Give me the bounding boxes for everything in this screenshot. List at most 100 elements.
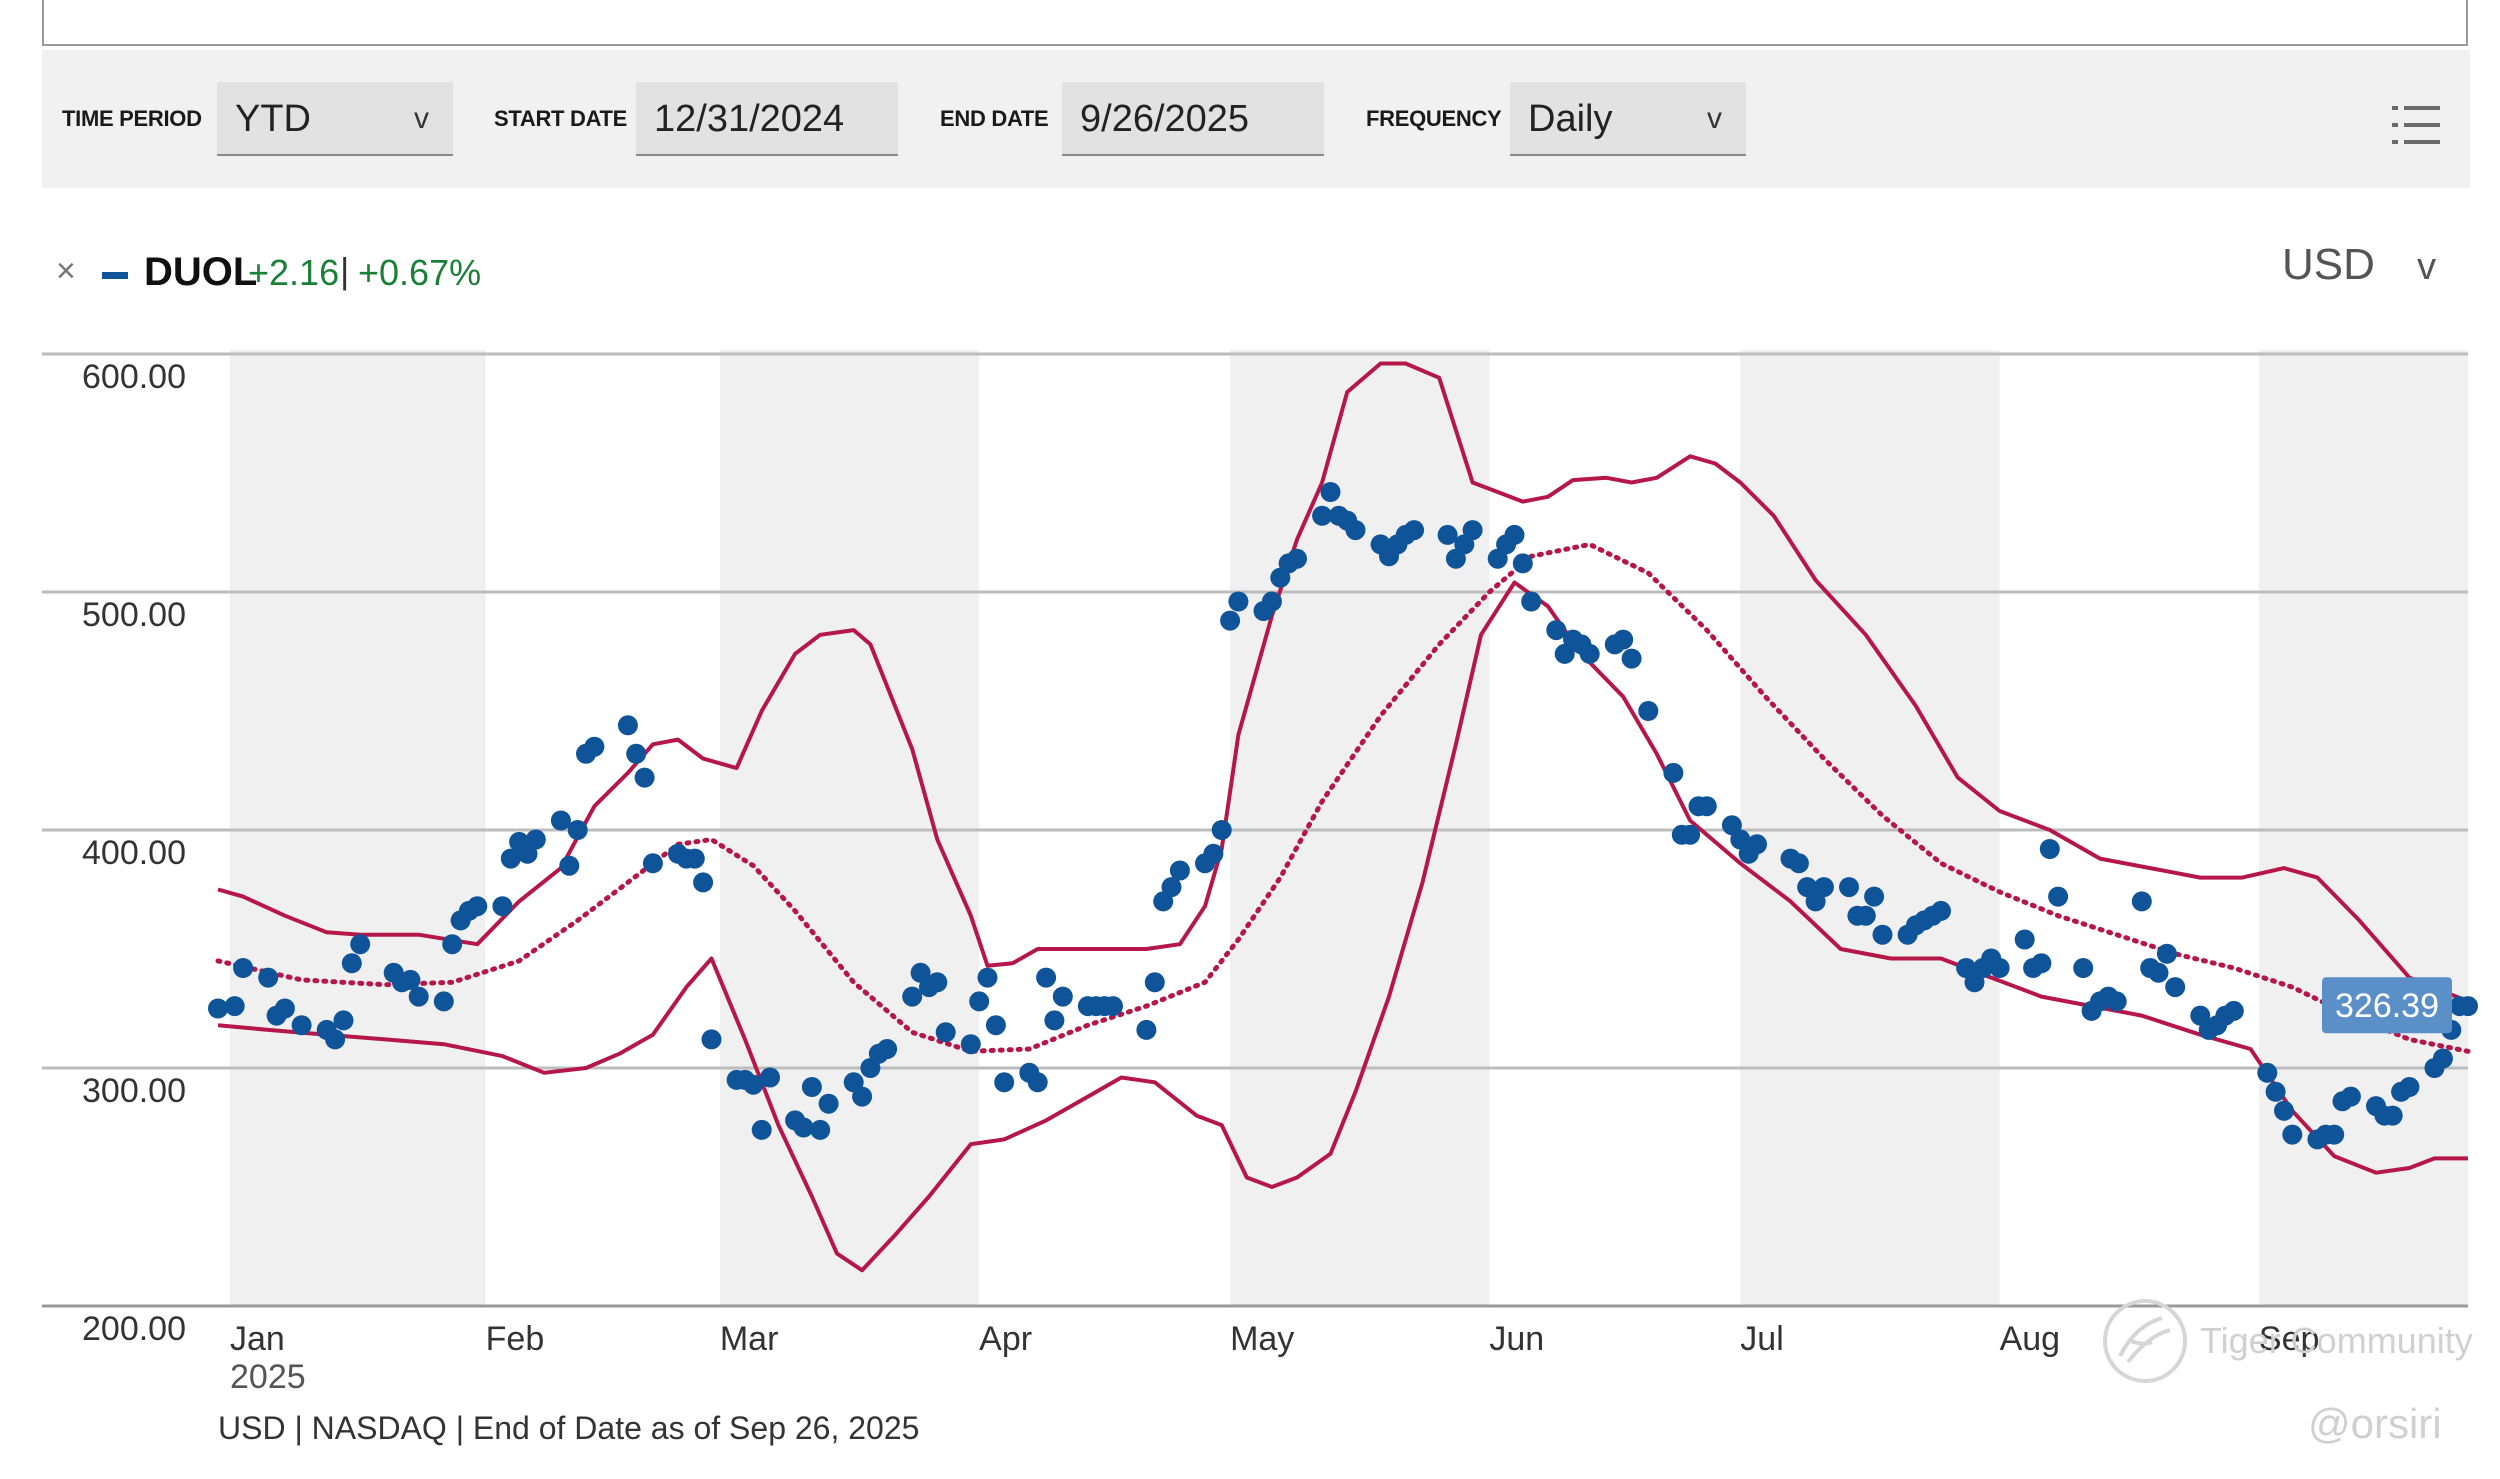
remove-series-button[interactable]: × [56,252,76,290]
price-dot [1203,843,1224,864]
price-dot [1872,924,1893,945]
price-dot [2340,1086,2361,1107]
price-dot [2324,1124,2345,1145]
price-dot [1345,520,1366,541]
x-tick-label: May [1230,1320,1294,1358]
price-dot [2282,1124,2303,1145]
price-dot [1144,972,1165,993]
chevron-down-icon: v [414,102,429,135]
price-dot [760,1067,780,1088]
price-dot [2382,1105,2403,1126]
price-dot [2131,891,2152,912]
price-dot [2257,1062,2278,1083]
price-dot [408,986,429,1007]
price-dot [2031,953,2052,974]
price-dot [684,848,705,869]
middle-band-line [215,541,2471,1054]
x-tick-label: Jan [230,1320,285,1358]
price-dot [233,958,254,978]
price-dot [350,934,371,955]
series-swatch [102,272,128,279]
price-dot [258,967,279,988]
price-dot [341,953,362,974]
price-dot [1136,1019,1157,1040]
price-dot [969,991,990,1012]
currency-select[interactable]: USD v [2282,240,2436,290]
price-dot [1579,643,1600,664]
price-dot [801,1077,822,1097]
price-dot [1621,648,1642,669]
price-dot [2048,886,2069,907]
month-band [1230,350,1490,1306]
price-dot [927,972,948,993]
watermark-handle: @orsiri [2308,1400,2442,1447]
price-dot [2106,991,2127,1012]
tiger-logo-icon [2103,1299,2187,1383]
x-tick-label: Jun [1489,1320,1544,1358]
price-dot [810,1119,831,1140]
y-tick-label: 200.00 [82,1310,186,1348]
price-dot [2156,943,2177,964]
price-dot [935,1022,956,1043]
price-dot [634,767,655,788]
price-dot [433,991,454,1012]
price-dot [1228,591,1249,612]
frequency-label: FREQUENCY [1366,106,1502,131]
price-dot [1220,610,1241,631]
price-dot [743,1074,764,1095]
price-dot [626,743,647,764]
price-dot [584,736,605,757]
chart-footnote: USD | NASDAQ | End of Date as of Sep 26,… [218,1410,920,1446]
end-date-input[interactable]: 9/26/2025 [1062,82,1324,156]
frequency-value: Daily [1528,98,1613,140]
start-date-input[interactable]: 12/31/2024 [636,82,898,156]
price-dot [1855,905,1876,926]
price-dot [1696,796,1717,817]
currency-value: USD [2282,240,2375,289]
x-tick-label: Sep [2259,1320,2320,1358]
price-dot [977,967,998,988]
y-tick-label: 600.00 [82,358,186,396]
price-dot [291,1015,312,1036]
price-dot [550,810,571,831]
price-dot [1036,967,1057,988]
top-panel [42,0,2468,46]
outer-band-line [217,361,2469,1004]
price-dot [985,1015,1006,1036]
price-dot [500,848,521,869]
price-dot [208,998,228,1019]
price-dot [1521,591,1542,612]
y-tick-label: 300.00 [82,1072,186,1110]
legend-ticker: DUOL [144,250,258,294]
price-dot [2265,1081,2286,1102]
x-year-label: 2025 [230,1358,306,1396]
price-dot [1287,548,1307,569]
price-dot [325,1029,346,1050]
price-dot [1663,762,1684,783]
x-tick-label: Aug [2000,1320,2061,1358]
month-band [230,350,486,1306]
frequency-select[interactable]: Daily v [1510,82,1746,156]
time-period-label: TIME PERIOD [62,106,202,131]
price-dot [1504,524,1525,545]
start-date-label: START DATE [494,106,628,131]
price-dot [1989,958,2010,978]
price-dot [2274,1100,2294,1121]
last-price-tag [2322,977,2452,1034]
price-dot [1462,520,1483,541]
price-dot [559,855,580,876]
price-dot [1320,482,1341,502]
price-dot [1613,629,1634,650]
price-dot [642,853,663,874]
price-dot [1103,996,1123,1017]
time-period-select[interactable]: YTD v [217,82,453,156]
price-dot [852,1086,873,1107]
legend-separator: | [340,250,350,291]
price-dot [492,896,513,917]
price-dot [1788,853,1809,874]
price-dot [274,998,295,1019]
price-dot [467,896,488,917]
price-dot [960,1034,981,1055]
list-icon[interactable] [2392,104,2440,146]
